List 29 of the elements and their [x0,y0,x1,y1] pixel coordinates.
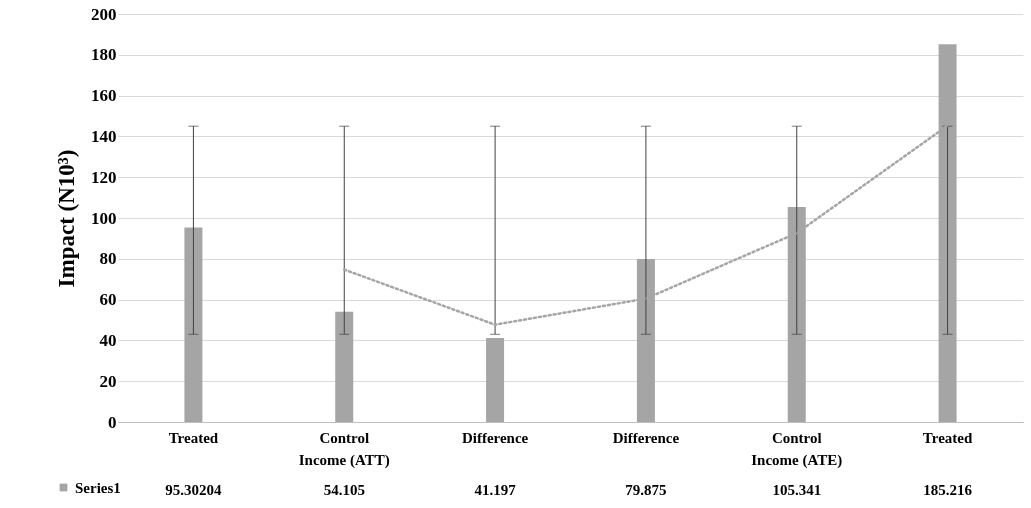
y-tick-label: 120 [91,167,117,187]
data-label: 95.30204 [165,482,223,498]
text: Income (ATE) [751,452,843,469]
x-tick-label: Treated [922,429,973,446]
y-tick-label: 60 [99,290,117,310]
y-tick-label: 140 [91,126,117,146]
y-tick-label: 160 [91,86,117,106]
x-tick-label: Difference [461,429,529,446]
y-tick-label: 180 [91,45,117,65]
y-tick-label: 0 [108,412,117,432]
text: Income (ATT) [298,452,390,469]
x-tick-label: Control [319,429,370,446]
y-tick-label: 200 [91,4,117,24]
y-axis-title: Impact (N10³) [54,149,79,288]
data-label: 54.105 [323,482,365,498]
data-label: 185.216 [923,482,973,498]
data-label: 41.197 [474,482,517,498]
y-tick-label: 40 [99,330,117,350]
x-tick-label: Control [771,429,822,446]
legend-label: Series1 [75,479,121,496]
y-tick-label: 80 [99,249,117,269]
y-tick-label: 100 [91,208,117,228]
data-label: 79.875 [625,482,667,498]
bar [335,311,354,422]
x-tick-label: Treated [168,429,219,446]
x-tick-label: Difference [612,429,680,446]
data-label: 105.341 [772,482,822,498]
bar [184,227,203,422]
y-tick-label: 20 [99,371,117,391]
